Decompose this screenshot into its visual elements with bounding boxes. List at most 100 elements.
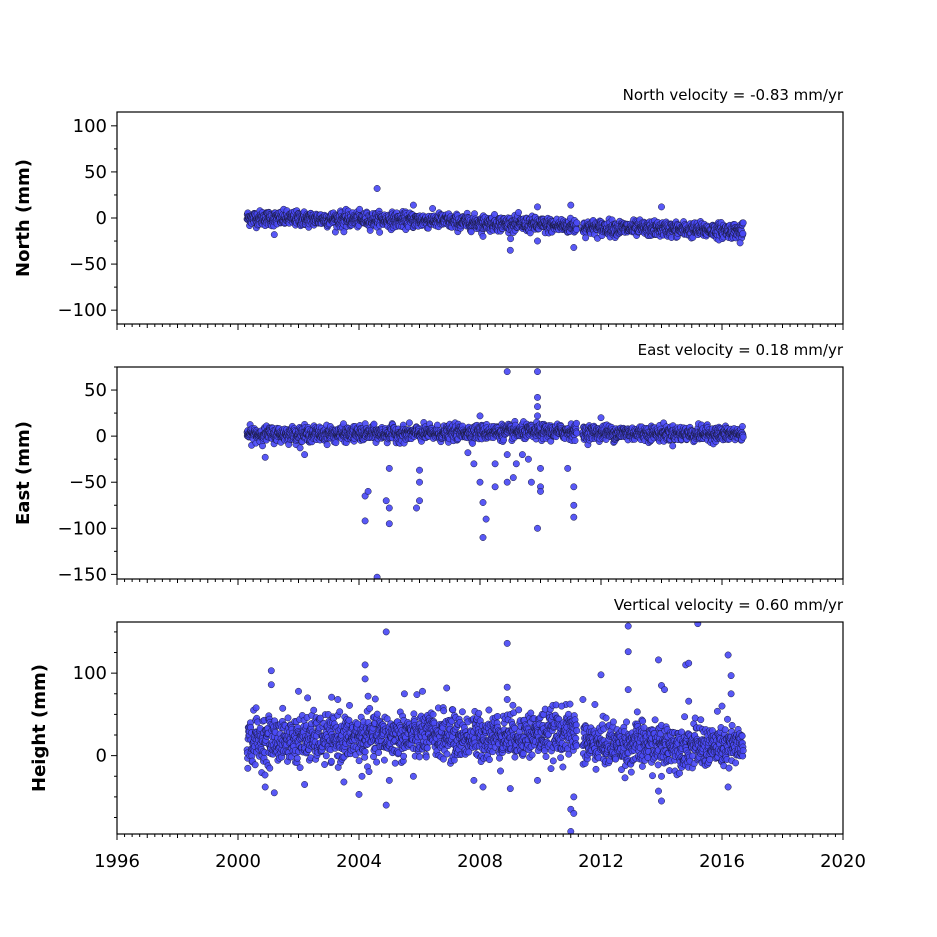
- north-point-1949: [506, 246, 514, 254]
- east-point-1981: [503, 368, 511, 376]
- east-point-1985: [534, 412, 541, 420]
- north-ytick-label: 0: [96, 208, 107, 229]
- height-point-264: [310, 706, 318, 714]
- height-point-792: [443, 750, 451, 758]
- north-point-1943: [739, 219, 747, 227]
- east-point-1952: [385, 520, 393, 528]
- height-point-162: [284, 714, 292, 722]
- height-point-307: [321, 761, 329, 768]
- east-point-1971: [524, 455, 532, 463]
- north-point-1306: [573, 226, 580, 234]
- east-point-352: [332, 439, 340, 447]
- east-ytick-label: −100: [58, 518, 107, 539]
- east-point-1963: [479, 534, 487, 541]
- east-ytick-label: 50: [84, 380, 107, 401]
- height-point-468: [361, 748, 369, 756]
- north-point-1951: [534, 237, 541, 245]
- north-point-488: [366, 226, 374, 234]
- east-point-1955: [416, 478, 423, 486]
- east-point-1956: [416, 497, 423, 505]
- east-point-1960: [476, 478, 484, 486]
- height-point-90: [266, 764, 274, 772]
- north-ytick-label: 100: [73, 116, 107, 137]
- north-point-1045: [507, 235, 515, 243]
- east-point-1970: [518, 451, 526, 459]
- east-point-1306: [573, 419, 580, 427]
- east-point-1980: [570, 513, 578, 521]
- east-point-1945: [301, 451, 309, 459]
- north-point-1945: [409, 201, 417, 209]
- east-ytick-label: −50: [69, 472, 107, 493]
- height-point-683: [416, 753, 423, 761]
- north-point-446: [356, 205, 364, 213]
- height-point-816: [449, 706, 457, 714]
- height-points: [243, 622, 747, 834]
- east-point-1951: [385, 504, 393, 512]
- height-point-210: [296, 764, 304, 772]
- height-point-778: [439, 755, 447, 763]
- east-ylabel: East (mm): [13, 421, 34, 525]
- north-point-1319: [582, 234, 590, 242]
- east-point-1978: [570, 483, 578, 491]
- east-points: [243, 368, 747, 579]
- height-point-335: [328, 693, 336, 701]
- north-ytick-label: 50: [84, 162, 107, 183]
- north-point-1944: [373, 185, 381, 192]
- east-point-1949: [373, 573, 381, 579]
- east-point-1969: [512, 460, 520, 468]
- height-point-710: [422, 753, 430, 761]
- east-point-1977: [564, 464, 572, 472]
- height-point-516: [373, 710, 381, 718]
- height-point-334: [327, 757, 335, 765]
- east-point-1976: [534, 524, 541, 532]
- east-point-1965: [491, 483, 499, 491]
- north-point-1953: [270, 231, 278, 239]
- east-point-1975: [537, 487, 544, 495]
- height-point-141: [279, 704, 287, 712]
- height-point-661: [410, 710, 418, 718]
- north-ytick-label: −100: [58, 300, 107, 321]
- height-point-71: [261, 771, 269, 779]
- north-point-1947: [567, 201, 575, 209]
- east-point-1664: [669, 442, 677, 450]
- east-point-1947: [364, 487, 372, 495]
- east-point-1300: [571, 437, 579, 445]
- north-point-1946: [534, 203, 541, 211]
- east-point-1967: [503, 478, 511, 486]
- east-point-1944: [261, 453, 269, 461]
- height-point-737: [429, 711, 437, 718]
- north-ytick-label: −50: [69, 254, 107, 275]
- height-point-483: [365, 768, 373, 776]
- east-point-1957: [413, 504, 420, 512]
- height-point-779: [440, 707, 448, 715]
- east-point-1950: [385, 464, 393, 472]
- height-point-513: [373, 758, 381, 766]
- height-point-620: [400, 752, 408, 760]
- east-point-1961: [479, 499, 487, 506]
- height-point-444: [355, 757, 363, 765]
- height-point-600: [395, 749, 402, 757]
- height-point-587: [391, 759, 399, 767]
- east-point-1964: [491, 460, 499, 468]
- height-point-555: [383, 715, 391, 723]
- east-point-1966: [503, 451, 511, 459]
- height-point-521: [375, 749, 383, 757]
- north-point-1307: [573, 219, 581, 227]
- height-point-508: [371, 695, 379, 703]
- east-point-1943: [739, 433, 747, 441]
- east-point-1984: [534, 403, 541, 411]
- north-point-1942: [739, 230, 747, 237]
- north-point-735: [429, 205, 437, 212]
- north-point-1954: [340, 228, 348, 236]
- height-point-3: [244, 764, 252, 772]
- east-point-1307: [573, 429, 581, 437]
- east-point-1940: [738, 423, 746, 430]
- north-point-1952: [736, 239, 744, 247]
- height-point-714: [423, 744, 431, 752]
- east-ytick-label: 0: [96, 426, 107, 447]
- east-point-1968: [509, 474, 517, 482]
- east-point-1954: [416, 466, 423, 474]
